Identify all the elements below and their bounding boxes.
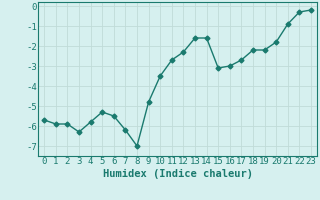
X-axis label: Humidex (Indice chaleur): Humidex (Indice chaleur): [103, 169, 252, 179]
